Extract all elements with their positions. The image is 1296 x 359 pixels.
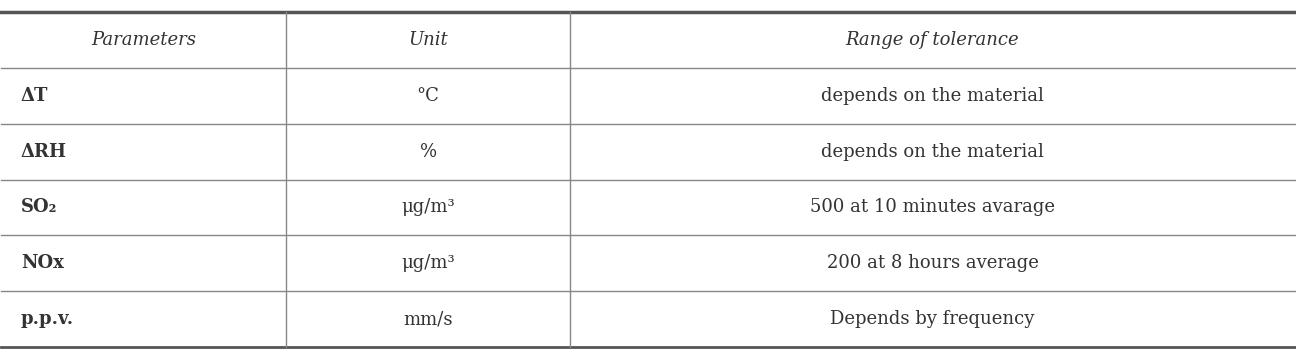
Text: μg/m³: μg/m³ [402, 199, 455, 216]
Text: %: % [420, 143, 437, 160]
Text: Depends by frequency: Depends by frequency [831, 310, 1034, 328]
Text: μg/m³: μg/m³ [402, 254, 455, 272]
Text: SO₂: SO₂ [21, 199, 57, 216]
Text: ΔRH: ΔRH [21, 143, 67, 160]
Text: depends on the material: depends on the material [822, 87, 1045, 105]
Text: ΔT: ΔT [21, 87, 48, 105]
Text: °C: °C [417, 87, 439, 105]
Text: 500 at 10 minutes avarage: 500 at 10 minutes avarage [810, 199, 1055, 216]
Text: depends on the material: depends on the material [822, 143, 1045, 160]
Text: 200 at 8 hours average: 200 at 8 hours average [827, 254, 1038, 272]
Text: Unit: Unit [408, 31, 448, 49]
Text: Parameters: Parameters [91, 31, 196, 49]
Text: mm/s: mm/s [403, 310, 452, 328]
Text: NOx: NOx [21, 254, 64, 272]
Text: Range of tolerance: Range of tolerance [846, 31, 1020, 49]
Text: p.p.v.: p.p.v. [21, 310, 74, 328]
